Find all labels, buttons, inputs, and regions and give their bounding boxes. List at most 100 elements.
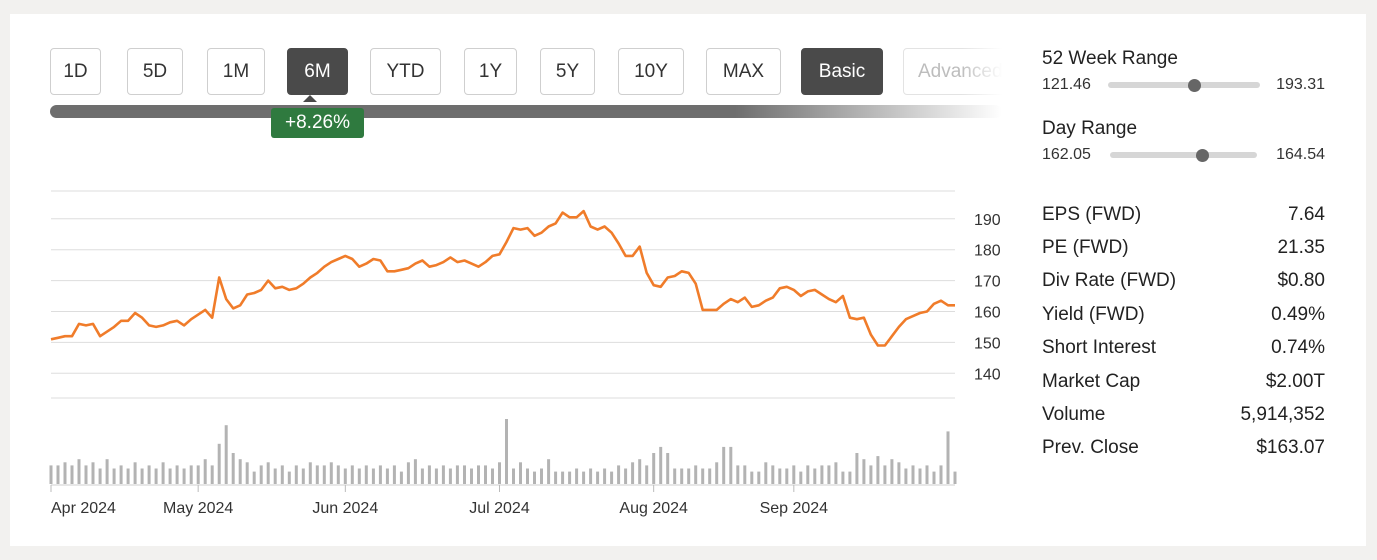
volume-bar xyxy=(946,431,950,484)
x-tick-label: Aug 2024 xyxy=(619,500,688,517)
stat-label: PE (FWD) xyxy=(1042,237,1129,259)
volume-bar xyxy=(315,465,319,484)
range-button-max[interactable]: MAX xyxy=(706,48,781,95)
volume-bar xyxy=(308,462,312,484)
volume-bar xyxy=(596,471,600,484)
volume-bar xyxy=(862,459,866,484)
volume-bar xyxy=(589,468,593,484)
volume-bar xyxy=(904,468,908,484)
volume-bar xyxy=(813,468,817,484)
stat-label: Prev. Close xyxy=(1042,437,1139,459)
volume-bar xyxy=(785,468,789,484)
volume-bar xyxy=(189,465,193,484)
volume-bar xyxy=(687,468,691,484)
volume-bar xyxy=(182,468,186,484)
volume-bar xyxy=(638,459,642,484)
volume-bar xyxy=(806,465,810,484)
volume-bar xyxy=(301,468,305,484)
volume-bar xyxy=(939,465,943,484)
volume-bar xyxy=(455,465,459,484)
volume-bar xyxy=(533,471,536,484)
volume-bar xyxy=(631,462,635,484)
volume-bar xyxy=(133,462,137,484)
volume-bar xyxy=(252,471,256,484)
volume-bar xyxy=(385,468,389,484)
volume-bar xyxy=(848,471,852,484)
range-button-6m[interactable]: 6M xyxy=(287,48,348,95)
volume-bar xyxy=(364,465,368,484)
volume-bar xyxy=(673,468,677,484)
range-button-1d[interactable]: 1D xyxy=(50,48,101,95)
volume-bar xyxy=(918,468,922,484)
stat-row-short-interest: Short Interest 0.74% xyxy=(1042,332,1325,365)
volume-bar xyxy=(743,465,747,484)
volume-bar xyxy=(392,465,396,484)
volume-bar xyxy=(820,465,824,484)
volume-bar xyxy=(175,465,179,484)
stat-row-pe: PE (FWD) 21.35 xyxy=(1042,231,1325,264)
volume-bar xyxy=(245,462,249,484)
mode-button-basic[interactable]: Basic xyxy=(801,48,883,95)
volume-bar xyxy=(624,468,628,484)
range-button-10y[interactable]: 10Y xyxy=(618,48,684,95)
volume-bar xyxy=(470,468,473,484)
range-button-1m[interactable]: 1M xyxy=(207,48,265,95)
volume-bar xyxy=(147,465,151,484)
volume-bar xyxy=(105,459,109,484)
volume-bar xyxy=(505,419,508,484)
volume-bar xyxy=(294,465,298,484)
stat-value: $2.00T xyxy=(1265,370,1325,392)
volume-bar xyxy=(932,471,936,484)
volume-bar xyxy=(526,468,529,484)
volume-bar xyxy=(273,468,277,484)
x-tick-label: Apr 2024 xyxy=(51,500,116,517)
week52-range: 52 Week Range 121.46 193.31 xyxy=(1042,48,1325,118)
volume-bar xyxy=(764,462,768,484)
stat-label: Market Cap xyxy=(1042,370,1141,392)
stock-summary-card: 1D 5D 1M 6M YTD 1Y 5Y 10Y MAX Basic Adva… xyxy=(10,14,1366,546)
volume-bar xyxy=(477,465,480,484)
volume-bar xyxy=(701,468,705,484)
volume-bar xyxy=(217,443,221,484)
range-button-5d[interactable]: 5D xyxy=(127,48,183,95)
volume-bar xyxy=(70,465,74,484)
volume-bar xyxy=(427,465,431,484)
y-tick-label: 170 xyxy=(974,274,1001,291)
stat-value: 0.49% xyxy=(1271,303,1325,325)
volume-bar xyxy=(736,465,740,484)
volume-bar xyxy=(799,471,803,484)
volume-bar xyxy=(224,425,228,484)
volume-bar xyxy=(280,465,284,484)
stat-value: 5,914,352 xyxy=(1240,404,1325,426)
volume-bar xyxy=(126,468,130,484)
volume-bar xyxy=(869,465,873,484)
volume-bar xyxy=(371,468,375,484)
volume-bar xyxy=(680,468,684,484)
volume-bar xyxy=(890,459,894,484)
volume-bar xyxy=(876,456,880,484)
x-tick-label: Sep 2024 xyxy=(760,500,829,517)
volume-bar xyxy=(778,468,782,484)
volume-bar xyxy=(161,462,165,484)
y-tick-label: 150 xyxy=(974,335,1001,352)
stat-row-volume: Volume 5,914,352 xyxy=(1042,398,1325,431)
volume-bar xyxy=(750,471,754,484)
range-button-5y[interactable]: 5Y xyxy=(540,48,595,95)
range-button-ytd[interactable]: YTD xyxy=(370,48,441,95)
stat-row-yield: Yield (FWD) 0.49% xyxy=(1042,298,1325,331)
stat-value: 0.74% xyxy=(1271,337,1325,359)
week52-range-marker xyxy=(1188,79,1202,92)
volume-bar xyxy=(406,462,410,484)
volume-bar xyxy=(519,462,522,484)
price-chart: 140 150 160 170 180 190 Apr 2024 May 2024 Jun 20… xyxy=(49,95,1001,517)
volume-bar xyxy=(855,453,859,484)
volume-bar xyxy=(554,471,558,484)
range-button-1y[interactable]: 1Y xyxy=(464,48,517,95)
stat-value: 21.35 xyxy=(1277,237,1325,259)
day-range-title: Day Range xyxy=(1042,118,1138,139)
volume-bar xyxy=(98,468,102,484)
volume-bar xyxy=(441,465,445,484)
volume-bar xyxy=(238,459,242,484)
volume-bar xyxy=(659,446,663,484)
volume-bar xyxy=(196,465,200,484)
